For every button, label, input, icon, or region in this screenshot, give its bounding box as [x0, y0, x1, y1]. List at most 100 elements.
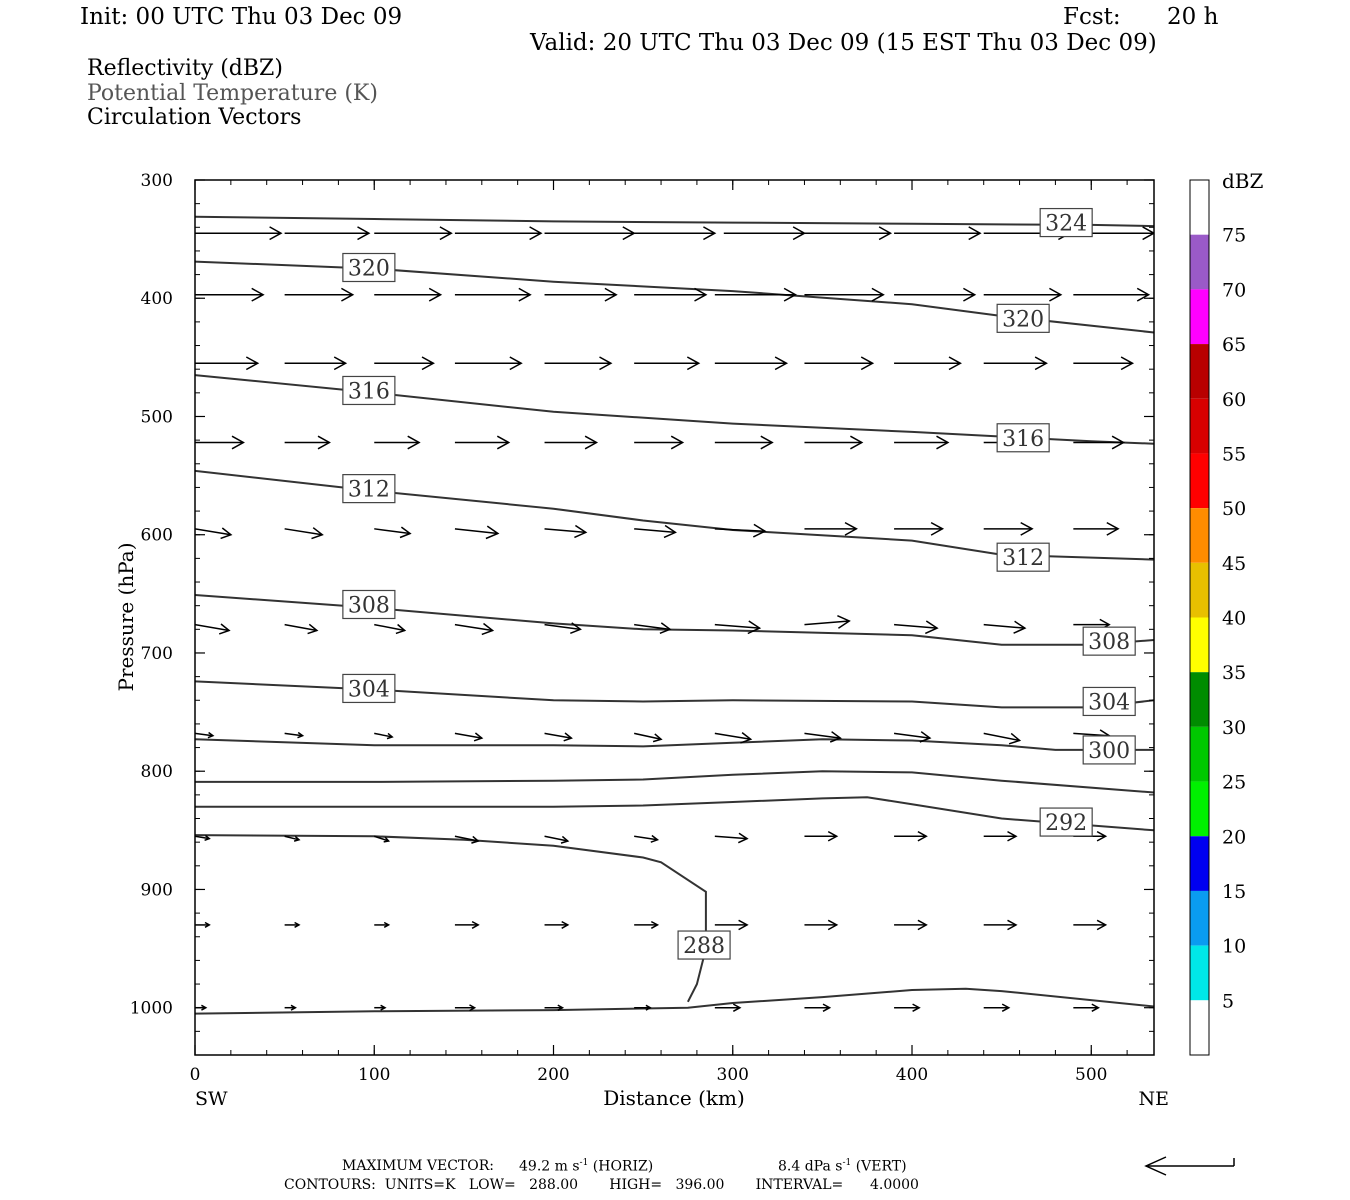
max-vertical: 8.4 dPa s-1 (VERT)	[778, 1159, 907, 1174]
colorbar-title: dBZ	[1222, 169, 1264, 193]
vector-head	[968, 226, 982, 241]
contour-label: 304	[348, 677, 390, 702]
vector-head	[220, 527, 233, 540]
contour-label: 312	[1002, 546, 1044, 571]
colorbar-segment	[1190, 617, 1209, 673]
circulation-vector	[1073, 1003, 1100, 1012]
vector-head	[850, 435, 864, 450]
vector-head	[1142, 226, 1154, 241]
vector-head	[473, 732, 484, 742]
circulation-vector	[544, 287, 618, 302]
vector-shaft	[454, 528, 499, 535]
circulation-vector	[634, 622, 672, 634]
x-tick-label: 200	[537, 1065, 569, 1085]
circulation-vector	[195, 623, 231, 635]
circulation-vector	[284, 835, 301, 842]
vector-head	[245, 356, 260, 371]
contour-label: 308	[348, 593, 390, 618]
circulation-vector	[983, 830, 1018, 842]
vector-head	[645, 1004, 652, 1011]
y-tick-label: 700	[141, 644, 173, 664]
colorbar-label: 40	[1222, 608, 1246, 630]
theta-contour-308	[195, 594, 1154, 646]
contour-label: 312	[348, 478, 390, 503]
vector-head	[737, 832, 749, 844]
theta-contour-300	[195, 738, 1154, 751]
vector-head	[747, 620, 762, 635]
vector-shaft	[983, 732, 1020, 742]
vector-shaft	[374, 528, 411, 535]
vector-head	[481, 622, 495, 636]
circulation-vector	[714, 732, 753, 744]
circulation-vector	[894, 620, 939, 635]
vector-head	[380, 1004, 387, 1011]
y-tick-label: 600	[141, 526, 173, 546]
vector-shaft	[634, 528, 676, 534]
vector-head	[560, 835, 570, 844]
circulation-vector	[195, 287, 265, 302]
vector-head	[383, 921, 391, 928]
circulation-vector	[714, 832, 749, 844]
circulation-vector	[894, 287, 977, 302]
vector-head	[659, 622, 672, 634]
contour-label: 308	[1088, 630, 1130, 655]
contour-label: 316	[1002, 427, 1044, 452]
vector-head	[732, 1003, 742, 1012]
vector-head	[399, 526, 412, 539]
vector-head	[652, 733, 663, 743]
valid-time: Valid: 20 UTC Thu 03 Dec 09 (15 EST Thu …	[530, 30, 1157, 56]
y-tick-label: 900	[141, 880, 173, 900]
circulation-vector	[714, 620, 762, 635]
vector-shaft	[804, 620, 850, 626]
contour-label: 324	[1045, 212, 1087, 237]
vector-shaft	[374, 732, 393, 738]
circulation-vector	[983, 521, 1034, 536]
circulation-vector	[894, 521, 945, 536]
circulation-vector	[284, 1004, 297, 1011]
max-vector-label: MAXIMUM VECTOR:	[342, 1158, 494, 1174]
reference-vector-icon	[1144, 1156, 1235, 1176]
contour-label-box	[342, 375, 396, 406]
colorbar-label: 45	[1222, 553, 1246, 575]
circulation-vector	[1073, 435, 1126, 450]
vector-head	[694, 287, 708, 302]
circulation-vector	[634, 226, 717, 241]
circulation-vector	[1073, 521, 1120, 536]
colorbar-label: 55	[1222, 443, 1246, 465]
circulation-vector	[983, 919, 1018, 931]
vector-head	[269, 226, 283, 241]
circulation-vector	[634, 435, 685, 450]
contour-label-box	[1082, 686, 1136, 717]
colorbar-label: 70	[1222, 279, 1246, 301]
vector-shaft	[714, 732, 751, 741]
x-tick-label: 0	[190, 1065, 201, 1085]
circulation-vector	[1073, 287, 1151, 302]
circulation-vector	[894, 919, 928, 931]
vector-head	[469, 1004, 477, 1012]
vector-shaft	[634, 835, 658, 841]
vector-head	[1007, 830, 1018, 842]
circulation-vector	[804, 731, 842, 743]
circulation-vector	[634, 287, 708, 302]
circulation-vector	[374, 526, 412, 539]
vector-head	[201, 1004, 208, 1011]
vector-head	[1136, 287, 1151, 302]
circulation-vector	[634, 732, 663, 743]
circulation-vector	[454, 226, 543, 241]
circulation-vector	[634, 920, 660, 929]
contour-label-box	[996, 423, 1050, 453]
x-left-direction: SW	[195, 1088, 228, 1110]
colorbar-segment	[1190, 945, 1209, 1001]
forecast-label: Fcst:	[1063, 4, 1121, 30]
circulation-vector	[544, 622, 582, 634]
vector-head	[650, 920, 660, 929]
circulation-vector	[983, 732, 1022, 745]
y-tick-label: 400	[141, 289, 173, 309]
max-horiz-exp: -1	[579, 1158, 589, 1168]
colorbar-label: 60	[1222, 389, 1246, 411]
contour-label-box	[996, 542, 1050, 572]
circulation-vector	[544, 835, 570, 844]
circulation-vector	[374, 732, 394, 740]
theta-contour-312	[195, 469, 1154, 561]
circulation-vector	[374, 356, 435, 371]
